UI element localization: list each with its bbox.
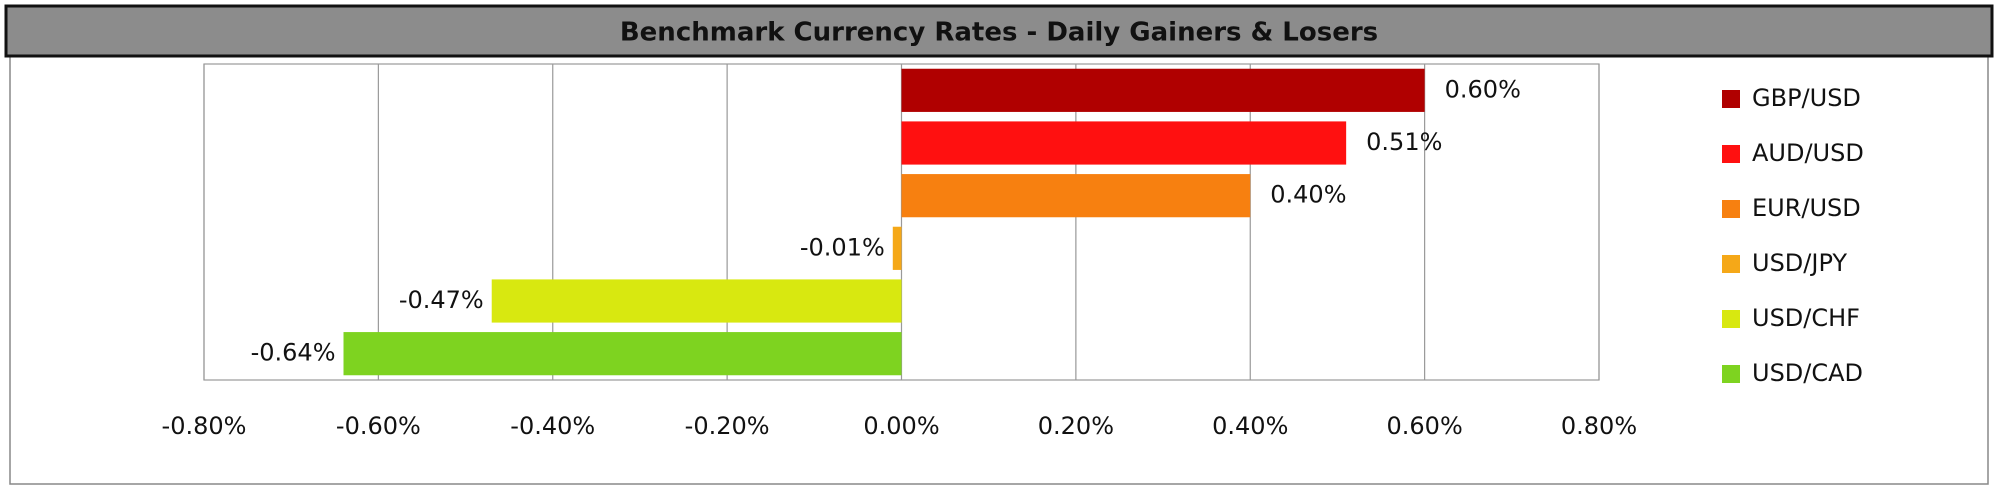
legend-label: AUD/USD [1752, 139, 1864, 167]
legend-label: USD/CAD [1752, 359, 1863, 387]
legend-swatch [1722, 310, 1740, 328]
x-tick-label: -0.40% [510, 412, 595, 440]
value-label: 0.51% [1366, 128, 1442, 156]
value-label: -0.64% [251, 339, 336, 367]
value-label: 0.40% [1270, 181, 1346, 209]
legend-label: USD/JPY [1752, 249, 1847, 277]
x-tick-label: 0.00% [863, 412, 939, 440]
x-tick-label: 0.60% [1387, 412, 1463, 440]
value-label: -0.01% [800, 233, 885, 261]
value-label: -0.47% [399, 286, 484, 314]
legend-swatch [1722, 200, 1740, 218]
x-tick-label: 0.40% [1212, 412, 1288, 440]
legend-label: EUR/USD [1752, 194, 1861, 222]
legend-swatch [1722, 90, 1740, 108]
bar [901, 68, 1425, 112]
x-tick-label: -0.80% [162, 412, 247, 440]
x-tick-label: -0.20% [685, 412, 770, 440]
legend-swatch [1722, 255, 1740, 273]
legend-label: USD/CHF [1752, 304, 1860, 332]
bar [901, 174, 1251, 218]
bar [491, 279, 902, 323]
legend-label: GBP/USD [1752, 84, 1861, 112]
bar [892, 226, 902, 270]
legend-swatch [1722, 145, 1740, 163]
title-bar [4, 4, 1994, 58]
bar [343, 332, 902, 376]
x-tick-label: 0.80% [1561, 412, 1637, 440]
x-tick-label: 0.20% [1038, 412, 1114, 440]
legend-swatch [1722, 365, 1740, 383]
chart-title: Benchmark Currency Rates - Daily Gainers… [620, 18, 1378, 48]
x-tick-label: -0.60% [336, 412, 421, 440]
value-label: 0.60% [1445, 75, 1521, 103]
bar [901, 121, 1347, 165]
